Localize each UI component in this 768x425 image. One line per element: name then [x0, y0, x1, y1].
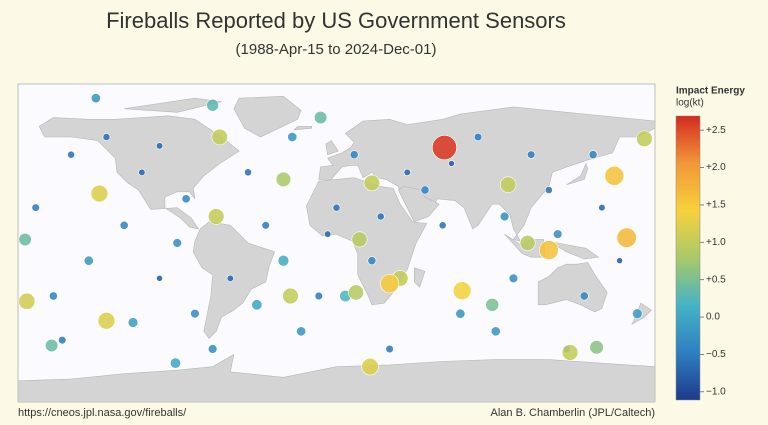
fireball [349, 150, 359, 160]
fireball [431, 135, 457, 161]
fireball [181, 194, 191, 204]
fireball [420, 185, 430, 195]
fireball [31, 203, 40, 212]
fireball [67, 150, 75, 159]
fireball [363, 174, 381, 192]
fireball [552, 229, 563, 239]
fireball [138, 168, 146, 176]
fireball [616, 257, 623, 265]
fireball [277, 254, 290, 267]
fireball [169, 357, 181, 369]
fireball [251, 299, 263, 311]
colorbar [675, 115, 701, 401]
fireball [172, 238, 182, 248]
fireball [244, 168, 252, 177]
fireball [324, 230, 332, 238]
fireball [211, 128, 228, 146]
fireball [119, 220, 129, 230]
colorbar-tick-label: +2.0 [706, 162, 726, 173]
fireball [58, 336, 67, 345]
fireball [127, 317, 139, 328]
fireball [455, 308, 466, 319]
fireball [102, 133, 111, 141]
fireball [499, 211, 510, 222]
fireball [155, 142, 164, 150]
fireball [499, 176, 517, 193]
fireball [598, 204, 606, 212]
fireball [588, 150, 598, 160]
colorbar-tick-label: −1.0 [706, 386, 726, 397]
fireball [48, 291, 58, 301]
fireball [275, 171, 292, 188]
fireball [473, 132, 483, 142]
fireball [156, 274, 163, 282]
fireball [314, 291, 323, 301]
fireball [206, 98, 219, 112]
fireball [589, 340, 604, 355]
colorbar-title: Impact Energy [676, 86, 745, 97]
fireball [313, 110, 328, 125]
fireball [438, 221, 447, 230]
fireball [636, 130, 653, 147]
fireball [361, 357, 379, 376]
fireball [45, 338, 59, 353]
fireball [90, 93, 101, 104]
fireball [348, 284, 364, 301]
chart-title: Fireballs Reported by US Government Sens… [106, 8, 566, 33]
fireball [544, 186, 553, 194]
fireball [190, 308, 200, 319]
fireball [485, 297, 500, 312]
fireball [579, 291, 589, 301]
fireball [351, 231, 368, 248]
chart-subtitle: (1988-Apr-15 to 2024-Dec-01) [236, 41, 437, 58]
fireball [90, 184, 109, 203]
source-link: https://cneos.jpl.nasa.gov/fireballs/ [18, 407, 187, 419]
fireball [282, 287, 299, 305]
fireball [452, 281, 472, 300]
colorbar-unit: log(kt) [676, 98, 704, 109]
fireball [508, 273, 519, 284]
fireball [490, 326, 501, 337]
fireball-points [18, 93, 653, 376]
fireball [385, 344, 394, 354]
fireball [83, 255, 94, 266]
fireball [207, 344, 218, 354]
fireball [448, 160, 455, 167]
fireball [332, 203, 341, 212]
fireball [207, 208, 225, 225]
fireball [539, 240, 559, 260]
colorbar-tick-label: +1.0 [706, 237, 726, 248]
fireball [526, 150, 536, 159]
fireball [287, 132, 298, 142]
fireball [561, 344, 579, 361]
colorbar-tick-label: +2.5 [706, 125, 726, 136]
fireball [632, 308, 643, 319]
colorbar-tick-label: +1.5 [706, 200, 726, 211]
credit: Alan B. Chamberlin (JPL/Caltech) [491, 407, 655, 419]
fireball [18, 232, 32, 247]
fireball [376, 212, 385, 221]
fireball [380, 274, 400, 294]
colorbar-tick-label: +0.5 [706, 274, 726, 285]
fireball [226, 274, 234, 282]
fireball [519, 235, 536, 251]
fireball [296, 326, 307, 337]
fireball [403, 168, 411, 176]
fireball [367, 256, 377, 266]
colorbar-tick-label: −0.5 [706, 349, 726, 360]
colorbar-tick-label: 0.0 [706, 312, 720, 323]
fireball [18, 292, 36, 310]
fireball [616, 227, 637, 248]
fireball [261, 221, 270, 230]
fireball [97, 311, 116, 330]
fireball [604, 166, 625, 186]
